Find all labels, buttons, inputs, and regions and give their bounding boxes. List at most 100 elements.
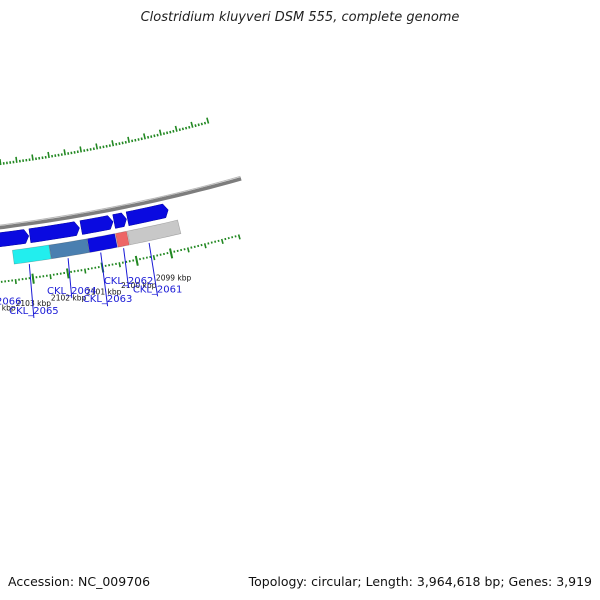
kbp-tick-label: 2100 kbp xyxy=(121,281,157,290)
genome-backbone xyxy=(0,175,242,230)
outer-ring-tick xyxy=(210,241,213,244)
gene-labels: CKL_2069CKL_2068CKL_2067CKL_2066CKL_2065… xyxy=(0,242,183,319)
outer-ring-tick xyxy=(84,268,87,274)
inner-ring-tick xyxy=(63,149,66,156)
inner-ring-tick xyxy=(102,145,105,149)
inner-ring-tick xyxy=(15,156,18,163)
gene-label: CKL_2061 xyxy=(133,284,183,295)
cds-arrow-8 xyxy=(125,203,169,226)
inner-ring-tick xyxy=(111,140,115,147)
inner-ring-tick xyxy=(147,135,150,139)
outer-ring-tick xyxy=(190,246,193,249)
feature-band-4 xyxy=(86,233,118,253)
inner-ring-tick xyxy=(150,135,153,138)
inner-ring-tick xyxy=(31,154,34,161)
kbp-tick-label: 2102 kbp xyxy=(51,294,87,303)
kbp-tick-mark xyxy=(169,248,174,259)
kbp-tick-label: 2101 kbp xyxy=(86,288,122,297)
outer-ring-tick xyxy=(231,236,234,239)
feature-band-6 xyxy=(126,219,182,246)
gene-leader-line xyxy=(123,248,130,288)
feature-band-2 xyxy=(12,244,52,265)
kbp-tick-mark xyxy=(134,255,139,266)
kbp-tick-label: 2103 kbp xyxy=(16,299,52,308)
cds-track xyxy=(0,203,169,247)
outer-ring-tick xyxy=(214,240,217,243)
outer-ring-tick xyxy=(118,262,121,268)
inner-ring-tick xyxy=(197,123,200,127)
outer-ring-tick xyxy=(152,255,156,261)
cds-arrow-4 xyxy=(0,229,30,247)
inner-ring-tick xyxy=(203,121,207,125)
outer-ring-tick xyxy=(220,238,224,245)
inner-ring-tick xyxy=(124,140,127,144)
inner-ring-tick xyxy=(47,151,50,159)
inner-ring-tick xyxy=(108,144,111,147)
inner-ring-tick xyxy=(83,149,86,152)
inner-ring-tick xyxy=(156,133,159,137)
gene-label: CKL_2064 xyxy=(47,286,97,297)
inner-ring-tick xyxy=(190,121,194,128)
kbp-tick-mark xyxy=(66,268,70,279)
inner-ring-tick xyxy=(131,139,134,143)
feature-track xyxy=(12,219,182,265)
cds-arrow-5 xyxy=(28,221,80,243)
genome-summary-text: Topology: circular; Length: 3,964,618 bp… xyxy=(248,574,592,589)
inner-ring-tick xyxy=(172,129,175,133)
accession-text: Accession: NC_009706 xyxy=(8,574,151,589)
outer-ring-tick xyxy=(227,236,230,240)
outer-ring-tick xyxy=(197,244,200,248)
inner-ring-tick xyxy=(99,146,102,149)
inner-ring-tick xyxy=(127,136,130,143)
inner-ring-tick xyxy=(92,147,95,151)
inner-ring-tick xyxy=(158,129,162,136)
inner-ring-tick xyxy=(153,134,156,138)
inner-ring-tick xyxy=(105,144,108,148)
inner-ring-tick xyxy=(185,126,188,130)
backbone-highlight xyxy=(0,175,241,226)
outer-ring-tick xyxy=(234,235,237,238)
outer-ring-tick xyxy=(217,239,220,243)
inner-ring-tick xyxy=(57,153,60,157)
inner-ring-tick xyxy=(174,125,178,132)
gene-label: CKL_2062 xyxy=(104,276,154,287)
outer-ring-tick xyxy=(224,237,227,241)
inner-ring-tick xyxy=(118,142,121,146)
outer-ring-tick xyxy=(166,251,169,255)
gene-leader-line xyxy=(28,264,35,319)
inner-ring-tick xyxy=(166,131,169,135)
inner-ring-tick xyxy=(79,146,82,153)
inner-ring-tick xyxy=(178,128,181,132)
kbp-tick-mark xyxy=(31,273,35,284)
inner-ring-tick xyxy=(86,148,89,152)
inner-ring-tick xyxy=(181,127,184,131)
inner-tick-ring xyxy=(0,117,210,166)
outer-ring-tick xyxy=(14,279,17,285)
outer-ring-tick xyxy=(186,247,190,253)
inner-ring-tick xyxy=(188,125,191,129)
outer-ring-tick xyxy=(193,245,196,248)
outer-ring-tick xyxy=(200,243,203,247)
inner-ring-tick xyxy=(206,117,210,124)
kbp-tick-label: 2099 kbp xyxy=(156,274,192,283)
outer-ring-tick xyxy=(237,234,241,240)
inner-ring-tick xyxy=(95,143,99,150)
inner-ring-tick xyxy=(89,148,92,151)
cds-arrow-6 xyxy=(79,215,114,235)
inner-ring-tick xyxy=(134,138,137,142)
inner-ring-tick xyxy=(115,142,118,146)
gene-label: CKL_2066 xyxy=(0,297,21,308)
gene-leader-line xyxy=(67,258,73,299)
outer-ring-tick xyxy=(183,248,186,251)
outer-ring-tick xyxy=(203,243,207,249)
feature-band-5 xyxy=(115,230,130,248)
feature-band-3 xyxy=(48,238,90,260)
gene-leader-line xyxy=(148,242,159,297)
inner-ring-tick xyxy=(0,158,2,166)
inner-ring-tick xyxy=(200,122,203,126)
outer-ring-tick xyxy=(207,242,210,245)
gene-label: CKL_2065 xyxy=(9,306,59,317)
cds-arrow-7 xyxy=(112,212,127,229)
inner-ring-tick xyxy=(143,133,146,140)
